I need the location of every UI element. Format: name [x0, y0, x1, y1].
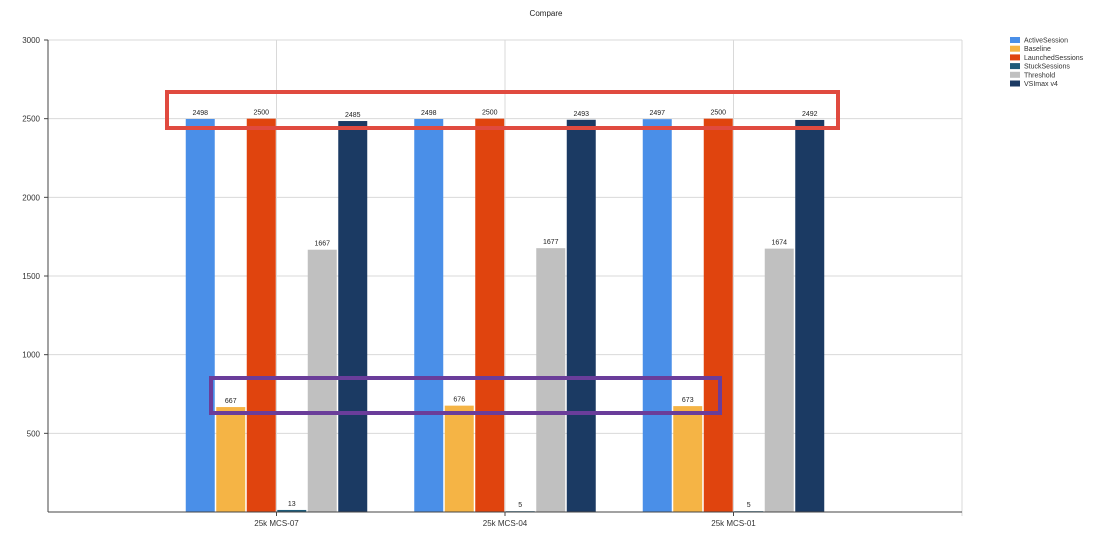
data-label: 2493 [573, 111, 589, 118]
data-label: 1667 [314, 241, 330, 248]
data-label: 673 [682, 397, 694, 404]
bar-launchedsessions-3 [703, 118, 733, 513]
legend-label: ActiveSession [1024, 38, 1068, 45]
legend-swatch [1010, 63, 1020, 70]
data-label: 1677 [543, 239, 559, 246]
legend-swatch [1010, 45, 1020, 52]
bar-threshold-3 [764, 248, 794, 512]
data-label: 2500 [253, 110, 269, 117]
bar-baseline-1 [216, 407, 246, 512]
y-tick-label: 1500 [22, 272, 40, 281]
bars-group [185, 118, 825, 513]
data-label: 5 [747, 502, 751, 509]
y-tick-label: 2000 [22, 193, 40, 202]
bar-activesession-2 [414, 118, 444, 513]
x-tick-label: 25k MCS-01 [711, 519, 756, 528]
data-labels-group: 2498 667 2500 13 1667 2485 2498 676 2500 5 1677 249… [192, 110, 817, 510]
chart-title: Compare [530, 9, 563, 18]
grid-lines [48, 39, 963, 516]
legend-swatch [1010, 71, 1020, 78]
x-tick-label: 25k MCS-07 [254, 519, 299, 528]
data-label: 2498 [421, 110, 437, 117]
data-label: 13 [288, 501, 296, 508]
data-label: 2498 [192, 110, 208, 117]
data-label: 1674 [771, 240, 787, 247]
annotations-group [165, 90, 840, 415]
bar-launchedsessions-2 [475, 118, 505, 513]
legend-swatch [1010, 80, 1020, 87]
data-label: 2500 [482, 110, 498, 117]
legend-swatch [1010, 54, 1020, 61]
data-label: 676 [453, 397, 465, 404]
legend-label: Threshold [1024, 72, 1055, 79]
bar-vsimax-v4-1 [338, 121, 368, 512]
y-tick-label: 1000 [22, 351, 40, 360]
purple-highlight-box [209, 376, 722, 415]
bar-stucksessions-1 [277, 509, 307, 512]
axes-group: 500 1000 1500 2000 2500 3000 25k MCS-07 25k MCS… [22, 36, 962, 528]
data-label: 2500 [710, 110, 726, 117]
data-label: 2492 [802, 111, 818, 118]
legend-label: VSImax v4 [1024, 81, 1058, 88]
bar-threshold-1 [307, 249, 337, 512]
legend-swatch [1010, 37, 1020, 43]
data-label: 5 [518, 502, 522, 509]
bar-activesession-1 [185, 118, 215, 513]
y-tick-label: 3000 [22, 36, 40, 45]
data-label: 2485 [345, 112, 361, 119]
bar-baseline-2 [444, 405, 474, 512]
red-highlight-box [165, 90, 840, 130]
legend-label: LaunchedSessions [1024, 55, 1084, 62]
bar-vsimax-v4-3 [795, 119, 825, 513]
bar-baseline-3 [673, 406, 703, 512]
y-tick-label: 2500 [22, 115, 40, 124]
data-label: 667 [225, 398, 237, 405]
bar-launchedsessions-1 [246, 118, 276, 513]
bar-activesession-3 [642, 119, 672, 512]
legend-label: StuckSessions [1024, 64, 1070, 71]
legend-label: Baseline [1024, 46, 1051, 53]
bar-vsimax-v4-2 [566, 119, 596, 512]
y-tick-label: 500 [27, 429, 41, 438]
bar-threshold-2 [536, 248, 566, 513]
data-label: 2497 [649, 110, 665, 117]
x-tick-label: 25k MCS-04 [483, 519, 528, 528]
